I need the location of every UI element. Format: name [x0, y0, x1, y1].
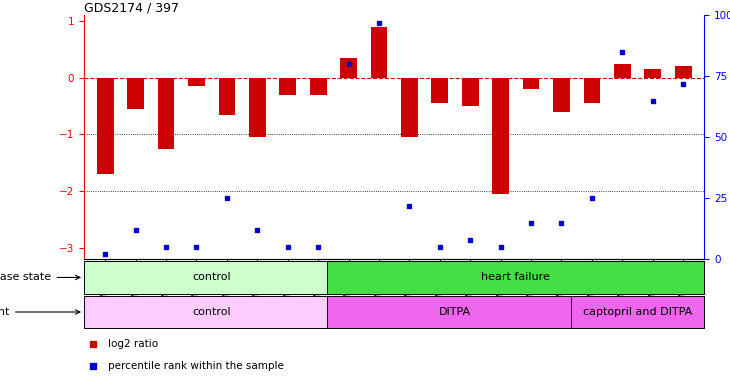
Bar — [327, 261, 704, 294]
Bar — [431, 78, 448, 103]
Bar — [84, 261, 339, 294]
Bar — [492, 78, 509, 194]
Bar — [127, 78, 144, 109]
Bar — [401, 78, 418, 137]
Bar — [280, 78, 296, 95]
Text: captopril and DITPA: captopril and DITPA — [583, 307, 692, 317]
Text: heart failure: heart failure — [481, 272, 550, 283]
Text: percentile rank within the sample: percentile rank within the sample — [107, 361, 283, 371]
Text: agent: agent — [0, 307, 80, 317]
Text: disease state: disease state — [0, 272, 80, 283]
Bar — [340, 58, 357, 78]
Bar — [249, 78, 266, 137]
Bar — [614, 64, 631, 78]
Bar — [583, 78, 600, 103]
Bar — [97, 78, 114, 174]
Bar — [188, 78, 205, 86]
Bar — [218, 78, 235, 114]
Bar — [158, 78, 174, 149]
Bar — [523, 78, 539, 89]
Text: DITPA: DITPA — [439, 307, 471, 317]
Text: log2 ratio: log2 ratio — [107, 339, 158, 349]
Bar — [645, 69, 661, 78]
Bar — [371, 27, 388, 78]
Text: control: control — [193, 307, 231, 317]
Bar — [675, 66, 691, 78]
Bar — [310, 78, 326, 95]
Bar — [327, 296, 583, 328]
Text: GDS2174 / 397: GDS2174 / 397 — [84, 1, 179, 14]
Bar — [84, 296, 339, 328]
Bar — [571, 296, 704, 328]
Bar — [462, 78, 479, 106]
Text: control: control — [193, 272, 231, 283]
Bar — [553, 78, 570, 112]
